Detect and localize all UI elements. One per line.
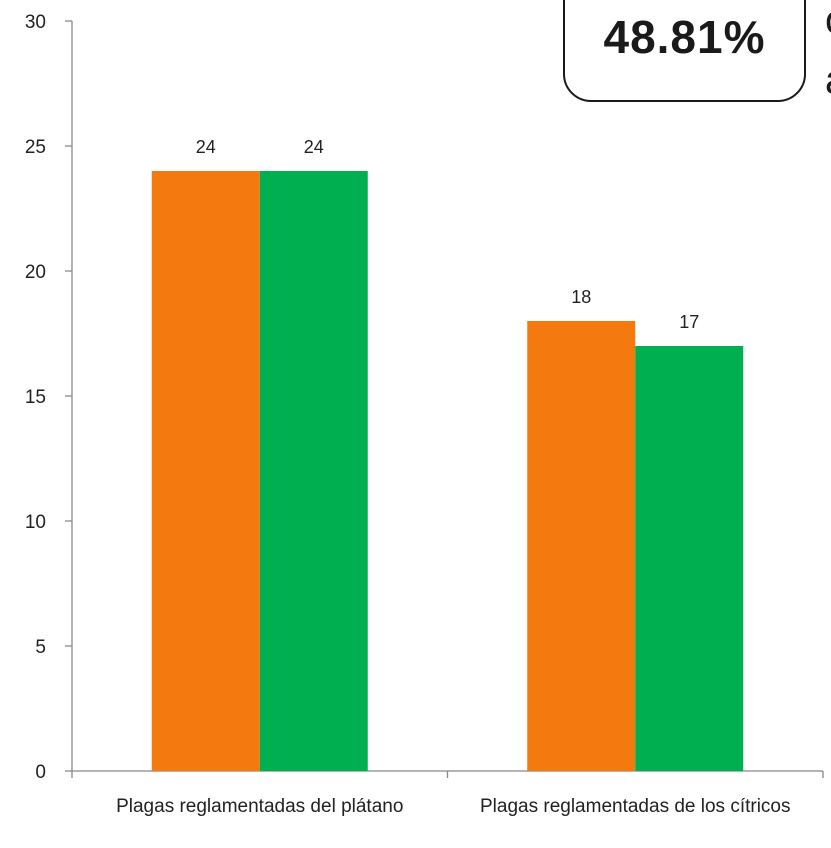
- y-tick-label: 20: [25, 262, 46, 283]
- y-tick-label: 30: [25, 12, 46, 33]
- x-axis: [71, 770, 824, 778]
- y-tick-label: 10: [25, 512, 46, 533]
- y-tick-label: 25: [25, 137, 46, 158]
- data-labels: 24 24 18 17: [196, 137, 700, 332]
- y-tick-label: 15: [25, 387, 46, 408]
- bar-value-label: 24: [304, 137, 324, 157]
- y-tick-label: 0: [35, 762, 46, 783]
- bar-value-label: 18: [571, 287, 591, 307]
- percentage-callout: 48.81%: [563, 0, 806, 102]
- x-category-label: Plagas reglamentadas de los cítricos: [480, 796, 791, 817]
- bar: [151, 171, 260, 771]
- y-axis: 0 5 10 15 20 25 30: [25, 12, 73, 783]
- bar: [259, 171, 368, 771]
- category-labels: Plagas reglamentadas del plátano Plagas r…: [116, 796, 790, 817]
- callout-value: 48.81%: [603, 11, 766, 63]
- y-tick-label: 5: [35, 637, 46, 658]
- bar-value-label: 17: [679, 312, 699, 332]
- bar: [527, 321, 636, 771]
- bar-value-label: 24: [196, 137, 216, 157]
- bar: [635, 346, 744, 771]
- bars: [151, 171, 744, 771]
- cropped-side-text-line-1: c: [825, 0, 831, 40]
- x-category-label: Plagas reglamentadas del plátano: [116, 796, 403, 817]
- cropped-side-text-line-2: a: [825, 60, 831, 100]
